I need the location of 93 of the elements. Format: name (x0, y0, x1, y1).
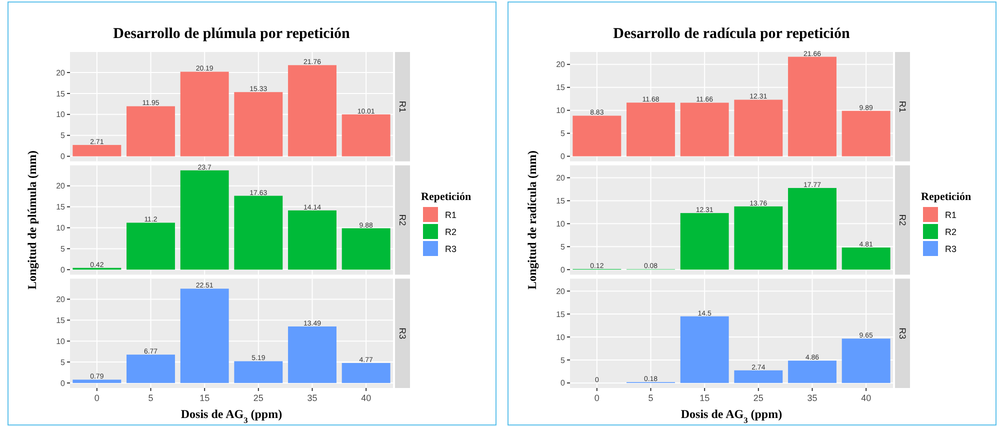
y-tick-label: 15 (556, 310, 566, 319)
legend-label: R2 (945, 227, 957, 238)
y-tick-label: 15 (556, 196, 566, 206)
legend-title: Repetición (921, 191, 972, 203)
y-tick-label: 10 (556, 106, 566, 116)
text: R1 (897, 100, 908, 112)
y-tick-label: 0 (60, 152, 66, 162)
x-axis-title: Dosis de AG$_{3}$ (ppm) (180, 407, 282, 424)
bar (734, 370, 783, 383)
bar (788, 360, 836, 383)
bar (234, 361, 283, 383)
bar (680, 213, 729, 270)
x-tick-label: 40 (361, 393, 372, 403)
bar (72, 380, 122, 383)
legend-label: R1 (445, 210, 457, 220)
y-tick-label: 15 (56, 202, 66, 212)
y-tick-label: 10 (56, 224, 66, 233)
text: R2 (397, 214, 408, 226)
legend-label: R3 (445, 244, 457, 254)
x-tick-label: 40 (861, 393, 872, 403)
legend-label: R2 (445, 227, 457, 238)
y-tick-label: 10 (56, 110, 66, 120)
x-tick-label: 0 (94, 393, 100, 403)
bar (126, 222, 175, 270)
y-tick-label: 5 (60, 358, 66, 367)
y-tick-label: 5 (60, 244, 66, 254)
y-tick-label: 0 (560, 265, 566, 274)
y-tick-label: 5 (560, 129, 566, 138)
y-tick-label: 20 (56, 182, 66, 191)
y-tick-label: 15 (56, 89, 66, 98)
x-tick-label: 15 (700, 393, 710, 403)
text: R3 (897, 328, 908, 340)
bar (842, 338, 890, 383)
y-tick-label: 5 (560, 356, 566, 365)
bar (180, 72, 229, 156)
chart-title: Desarrollo de plúmula por repetición (113, 26, 350, 42)
y-tick-label: 20 (556, 60, 566, 70)
bar (788, 56, 836, 156)
x-tick-label: 15 (200, 393, 210, 403)
bar (288, 65, 336, 156)
y-tick-label: 0 (560, 152, 566, 162)
bar (342, 114, 390, 156)
bar (288, 326, 336, 383)
y-tick-label: 20 (56, 68, 66, 78)
bar (180, 288, 229, 383)
y-tick-label: 0 (560, 378, 566, 388)
legend-label: R1 (945, 210, 957, 220)
bar (734, 206, 783, 270)
bar (288, 210, 336, 270)
text: R2 (897, 214, 908, 226)
y-tick-label: 5 (60, 131, 66, 140)
y-tick-label: 15 (56, 316, 66, 325)
bar (842, 248, 890, 270)
bar (680, 102, 729, 156)
y-tick-label: 10 (56, 336, 66, 346)
bar (842, 110, 890, 156)
x-axis-title: Dosis de AG$_{3}$ (ppm) (680, 407, 782, 424)
bar (626, 102, 675, 156)
bar (342, 362, 390, 383)
x-tick-label: 5 (648, 393, 654, 403)
y-tick-label: 5 (560, 242, 566, 252)
bar (680, 316, 729, 383)
bar (342, 228, 390, 270)
bar (788, 188, 836, 270)
y-axis-title: Longitud de plúmula (mm) (25, 150, 39, 290)
bar (234, 196, 283, 270)
y-tick-label: 20 (556, 174, 566, 183)
bar (126, 106, 175, 156)
bar (734, 100, 783, 156)
y-tick-label: 0 (60, 378, 66, 388)
bar (72, 144, 122, 156)
legend-label: R3 (945, 244, 957, 254)
y-tick-label: 15 (556, 83, 566, 92)
y-tick-label: 10 (556, 332, 566, 342)
bar (180, 170, 229, 270)
text: R3 (397, 328, 408, 340)
legend-title: Repetición (421, 191, 472, 203)
x-tick-label: 0 (594, 393, 600, 403)
x-tick-label: 25 (753, 393, 764, 403)
x-tick-label: 5 (148, 393, 154, 403)
y-tick-label: 0 (60, 265, 66, 274)
x-tick-label: 35 (807, 393, 818, 403)
y-tick-label: 20 (556, 286, 566, 296)
bar (234, 92, 283, 156)
chart-title: Desarrollo de radícula por repetición (613, 26, 850, 42)
y-tick-label: 10 (556, 219, 566, 228)
y-axis-title: Longitud de radícula (mm) (525, 150, 539, 290)
text: R1 (397, 100, 408, 112)
y-tick-label: 20 (56, 294, 66, 304)
x-tick-label: 35 (307, 393, 318, 403)
bar (126, 354, 175, 383)
x-tick-label: 25 (253, 393, 264, 403)
bar (572, 116, 622, 156)
